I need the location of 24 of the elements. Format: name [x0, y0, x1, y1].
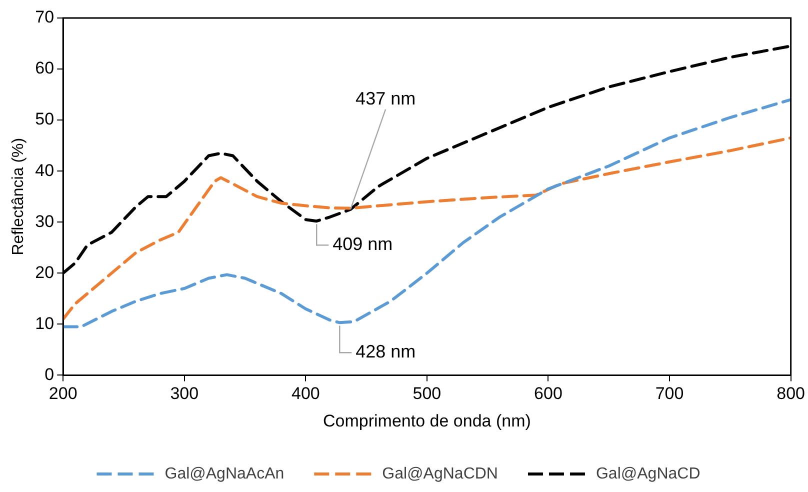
line-series [63, 136, 791, 321]
annotation: 409 nm [332, 234, 393, 254]
y-tick-label: 20 [35, 262, 54, 282]
legend-label: Gal@AgNaCDN [382, 465, 498, 482]
x-tick-label: 300 [170, 384, 199, 404]
x-tick-label: 800 [776, 384, 806, 404]
annotation: 437 nm [356, 88, 416, 108]
x-tick-label: 400 [291, 384, 320, 404]
x-tick-label: 600 [534, 384, 562, 404]
legend-label: Gal@AgNaCD [596, 465, 700, 482]
y-tick-label: 30 [35, 212, 54, 231]
y-tick-label: 10 [35, 314, 54, 333]
y-tick-label: 60 [35, 58, 54, 78]
x-tick-label: 500 [412, 384, 442, 404]
y-tick-label: 40 [35, 160, 54, 180]
legend-label: Gal@AgNaAcAn [164, 465, 284, 482]
y-tick-label: 70 [35, 8, 54, 27]
x-tick-label: 700 [655, 384, 684, 404]
x-tick-label: 200 [48, 384, 78, 404]
y-tick-label: 0 [44, 364, 54, 384]
y-axis-title: Reflectância (%) [10, 138, 28, 256]
annotation: 428 nm [356, 342, 416, 362]
y-tick-label: 50 [35, 110, 54, 129]
x-axis-title: Comprimento de onda (nm) [323, 411, 531, 430]
